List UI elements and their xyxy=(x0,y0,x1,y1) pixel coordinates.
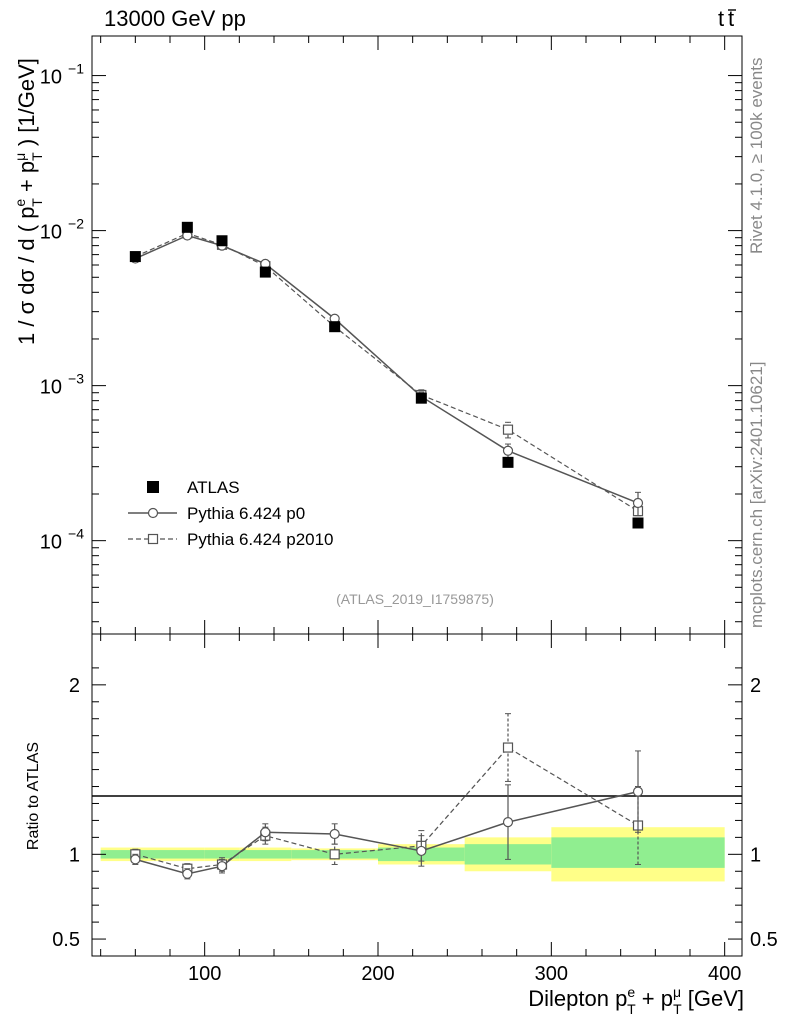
header-right-label: t t xyxy=(718,6,736,31)
xlabel-prefix: Dilepton p xyxy=(528,986,627,1011)
ratio-ylabel: Ratio to ATLAS xyxy=(25,742,42,850)
main-ytick-label: 10 xyxy=(40,222,62,244)
main-series xyxy=(129,221,644,529)
series-0 xyxy=(129,221,644,529)
xlabel-suffix: [GeV] xyxy=(682,986,744,1011)
data-point xyxy=(181,221,193,233)
main-ylabel-sup2: μ xyxy=(12,153,28,161)
main-ytick-label: 10 xyxy=(40,67,62,89)
ratio-panel: 2 2 1 1 0.5 0.5 100 200 300 400 Ratio to ATLAS Di… xyxy=(25,633,778,1017)
ratio-ytick-label: 1 xyxy=(69,844,80,866)
series-line xyxy=(135,790,639,875)
data-point xyxy=(216,861,228,872)
ratio-frame xyxy=(91,633,743,957)
xlabel-sub1: T xyxy=(627,1001,636,1017)
ratio-band-inner xyxy=(170,850,205,859)
data-point xyxy=(182,868,193,879)
series-1 xyxy=(130,230,644,517)
ratio-ytick-label-right: 0.5 xyxy=(750,929,778,951)
data-point xyxy=(502,424,514,435)
header-left-label: 13000 GeV pp xyxy=(104,6,246,31)
ratio-bands xyxy=(100,827,725,882)
data-point xyxy=(502,742,514,753)
xlabel-sup1: e xyxy=(627,984,635,1000)
data-point xyxy=(329,828,340,840)
ratio-xtick-label: 100 xyxy=(188,963,221,985)
legend-marker-atlas xyxy=(147,481,159,493)
data-point xyxy=(415,392,427,404)
ratio-ytick-label: 2 xyxy=(69,675,80,697)
main-ylabel-sup1: e xyxy=(12,199,28,207)
data-point xyxy=(260,827,271,838)
data-point xyxy=(130,854,141,865)
ratio-series xyxy=(130,713,644,880)
series-ratio-0 xyxy=(130,750,644,880)
main-ylabel-sub1: T xyxy=(29,198,45,207)
xlabel-sub2: T xyxy=(673,1001,682,1017)
data-point xyxy=(329,849,340,860)
analysis-label: (ATLAS_2019_I1759875) xyxy=(336,591,494,607)
legend: ATLAS Pythia 6.424 p0 Pythia 6.424 p2010 xyxy=(128,478,334,549)
header-right-base: t xyxy=(718,6,724,31)
main-ytick-exp: −2 xyxy=(68,216,84,232)
mcplots-label: mcplots.cern.ch [arXiv:2401.10621] xyxy=(747,362,766,628)
main-axis-ticks xyxy=(92,36,742,634)
series-line xyxy=(135,234,639,504)
rivet-label: Rivet 4.1.0, ≥ 100k events xyxy=(747,58,766,254)
main-panel: 10 −1 10 −2 10 −3 10 −4 (ATLAS_2019_I1759875) 1… xyxy=(12,35,743,635)
data-point xyxy=(416,845,427,857)
data-point xyxy=(329,321,341,333)
legend-marker-p2010 xyxy=(147,533,159,545)
ratio-ytick-label: 0.5 xyxy=(52,929,80,951)
series-line xyxy=(135,746,639,870)
header-right-bar: t xyxy=(728,6,734,31)
ratio-band-inner xyxy=(204,850,240,859)
main-ytick-label: 10 xyxy=(40,377,62,399)
legend-label-p2010: Pythia 6.424 p2010 xyxy=(187,530,334,549)
ratio-xtick-label: 300 xyxy=(535,963,568,985)
main-ylabel-prefix: 1 / σ dσ / d ( p xyxy=(14,207,39,345)
legend-marker-p0 xyxy=(147,507,159,519)
ratio-band-inner xyxy=(239,850,292,859)
main-ytick-label: 10 xyxy=(40,532,62,554)
data-point xyxy=(502,456,514,468)
ratio-ytick-label-right: 1 xyxy=(750,844,761,866)
legend-label-p0: Pythia 6.424 p0 xyxy=(187,504,305,523)
data-point xyxy=(259,266,271,278)
data-point xyxy=(502,445,514,456)
main-ytick-base: 10 xyxy=(40,67,62,89)
main-ylabel: 1 / σ dσ / d ( peT + pμT ) [1/GeV] xyxy=(12,58,45,345)
main-ytick-base: 10 xyxy=(40,222,62,244)
data-point xyxy=(632,786,644,797)
xlabel-sup2: μ xyxy=(673,984,681,1000)
ratio-xtick-label: 400 xyxy=(708,963,741,985)
main-ytick-exp: −4 xyxy=(68,526,84,542)
main-ytick-base: 10 xyxy=(40,377,62,399)
main-ylabel-sub2: T xyxy=(29,152,45,161)
data-point xyxy=(632,497,644,509)
data-point xyxy=(216,235,228,247)
data-point xyxy=(632,517,644,529)
main-ylabel-suffix: ) [1/GeV] xyxy=(14,58,39,152)
ratio-ytick-label-right: 2 xyxy=(750,675,761,697)
main-ytick-exp: −3 xyxy=(68,371,84,387)
series-line xyxy=(135,232,639,512)
legend-label-atlas: ATLAS xyxy=(187,478,240,497)
main-ytick-exp: −1 xyxy=(68,61,84,77)
ratio-xtick-label: 200 xyxy=(361,963,394,985)
main-ytick-base: 10 xyxy=(40,532,62,554)
ratio-tick-labels: 2 2 1 1 0.5 0.5 100 200 300 400 xyxy=(52,675,778,985)
main-tick-labels: 10 −1 10 −2 10 −3 10 −4 xyxy=(40,61,84,554)
ratio-xlabel: Dilepton pe T + pμ T [GeV] xyxy=(528,984,744,1017)
xlabel-mid: + p xyxy=(636,986,673,1011)
data-point xyxy=(129,251,141,263)
data-point xyxy=(502,817,514,828)
main-ylabel-mid: + p xyxy=(14,161,39,198)
ratio-axis-ticks xyxy=(92,634,742,956)
